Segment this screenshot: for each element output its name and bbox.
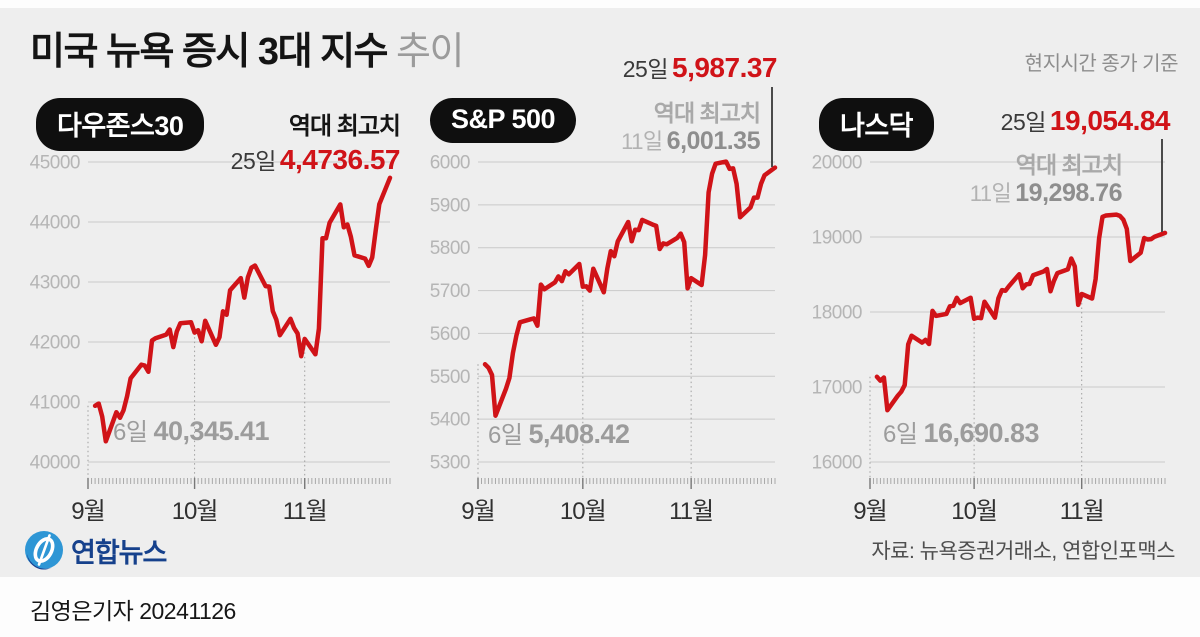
svg-text:44000: 44000 xyxy=(30,213,80,234)
sp500-record-annotation: 역대 최고치 11일 6,001.35 xyxy=(558,100,761,155)
svg-text:42000: 42000 xyxy=(30,333,80,354)
nasdaq-latest-annotation: 25일 19,054.84 xyxy=(968,105,1171,136)
svg-text:20000: 20000 xyxy=(812,153,862,174)
nasdaq-record-high-label: 역대 최고치 xyxy=(1015,152,1123,178)
nasdaq-annotation-connector-line xyxy=(1161,139,1163,232)
sp500-latest-annotation: 25일 5,987.37 xyxy=(577,52,778,83)
yonhap-news-logo: 연합뉴스 xyxy=(24,530,167,570)
nasdaq-low-annotation: 6일 16,690.83 xyxy=(883,418,1040,449)
svg-text:18000: 18000 xyxy=(812,303,862,324)
dow-low-date: 6일 xyxy=(113,419,148,446)
index-pill-dow-jones-30: 다우존스30 xyxy=(36,98,205,151)
sp500-record-value: 6,001.35 xyxy=(666,126,761,155)
svg-text:9월: 9월 xyxy=(853,498,886,525)
svg-text:5800: 5800 xyxy=(430,238,470,259)
data-source-credit: 자료: 뉴욕증권거래소, 연합인포맥스 xyxy=(871,540,1175,563)
svg-text:19000: 19000 xyxy=(812,228,862,249)
svg-text:5900: 5900 xyxy=(430,195,470,216)
yonhap-logo-text: 연합뉴스 xyxy=(71,537,167,568)
dow-low-annotation: 6일 40,345.41 xyxy=(113,416,270,447)
dow-low-value: 40,345.41 xyxy=(153,416,270,446)
sp500-record-date: 11일 xyxy=(621,128,663,154)
dow-jones-chart-canvas: 45000 44000 43000 42000 41000 40000 9월 10월 11월 xyxy=(30,153,393,525)
yonhap-globe-icon xyxy=(25,531,63,570)
svg-text:5500: 5500 xyxy=(430,367,470,388)
svg-text:41000: 41000 xyxy=(30,393,80,414)
sp500-low-annotation: 6일 5,408.42 xyxy=(488,419,630,450)
svg-text:40000: 40000 xyxy=(30,453,80,474)
nasdaq-latest-date: 25일 xyxy=(1000,109,1047,135)
dow-latest-value: 4,4736.57 xyxy=(279,143,401,175)
sp500-low-value: 5,408.42 xyxy=(528,419,630,449)
nasdaq-latest-value: 19,054.84 xyxy=(1049,105,1171,136)
closing-price-note: 현지시간 종가 기준 xyxy=(1024,53,1179,75)
sp500-chart-canvas: 6000 5900 5800 5700 5600 5500 5400 5300 9월 10월 11월 xyxy=(430,153,778,525)
svg-text:10월: 10월 xyxy=(172,498,218,525)
nasdaq-record-date: 11일 xyxy=(969,180,1012,206)
svg-text:5300: 5300 xyxy=(430,453,470,474)
svg-text:16000: 16000 xyxy=(812,453,862,474)
svg-text:5400: 5400 xyxy=(430,410,470,431)
sp500-record-high-label: 역대 최고치 xyxy=(653,100,761,126)
svg-text:45000: 45000 xyxy=(30,153,80,174)
svg-text:11월: 11월 xyxy=(669,498,713,525)
page-title-main: 미국 뉴욕 증시 3대 지수 xyxy=(30,31,389,73)
nasdaq-low-date: 6일 xyxy=(883,421,918,448)
sp500-latest-value: 5,987.37 xyxy=(672,52,778,83)
svg-text:10월: 10월 xyxy=(560,498,606,525)
reporter-byline: 김영은기자 20241126 xyxy=(30,598,236,624)
index-pill-sp-500: S&P 500 xyxy=(430,98,577,143)
svg-text:43000: 43000 xyxy=(30,273,80,294)
nasdaq-chart-canvas: 20000 19000 18000 17000 16000 9월 10월 11월 xyxy=(812,153,1168,525)
dow-latest-annotation: 역대 최고치 25일 4,4736.57 xyxy=(200,113,401,175)
svg-text:11월: 11월 xyxy=(283,498,327,525)
nasdaq-low-value: 16,690.83 xyxy=(923,418,1040,448)
svg-text:5600: 5600 xyxy=(430,324,470,345)
dow-latest-date: 25일 xyxy=(230,147,277,174)
svg-text:9월: 9월 xyxy=(461,498,494,525)
sp500-latest-date: 25일 xyxy=(622,56,669,82)
index-pill-nasdaq: 나스닥 xyxy=(819,98,935,151)
nasdaq-record-value: 19,298.76 xyxy=(1015,178,1122,207)
nasdaq-record-annotation: 역대 최고치 11일 19,298.76 xyxy=(920,152,1123,207)
svg-text:11월: 11월 xyxy=(1060,498,1104,525)
page-title-sub: 추이 xyxy=(396,31,464,73)
svg-text:6000: 6000 xyxy=(430,153,470,174)
sp500-low-date: 6일 xyxy=(488,422,523,449)
svg-text:10월: 10월 xyxy=(951,498,997,525)
svg-text:5700: 5700 xyxy=(430,281,470,302)
svg-text:17000: 17000 xyxy=(812,378,862,399)
dow-record-high-label: 역대 최고치 xyxy=(288,113,401,140)
sp500-annotation-connector-line xyxy=(771,87,773,167)
page-title: 미국 뉴욕 증시 3대 지수 추이 xyxy=(30,20,464,75)
svg-text:9월: 9월 xyxy=(71,498,104,525)
